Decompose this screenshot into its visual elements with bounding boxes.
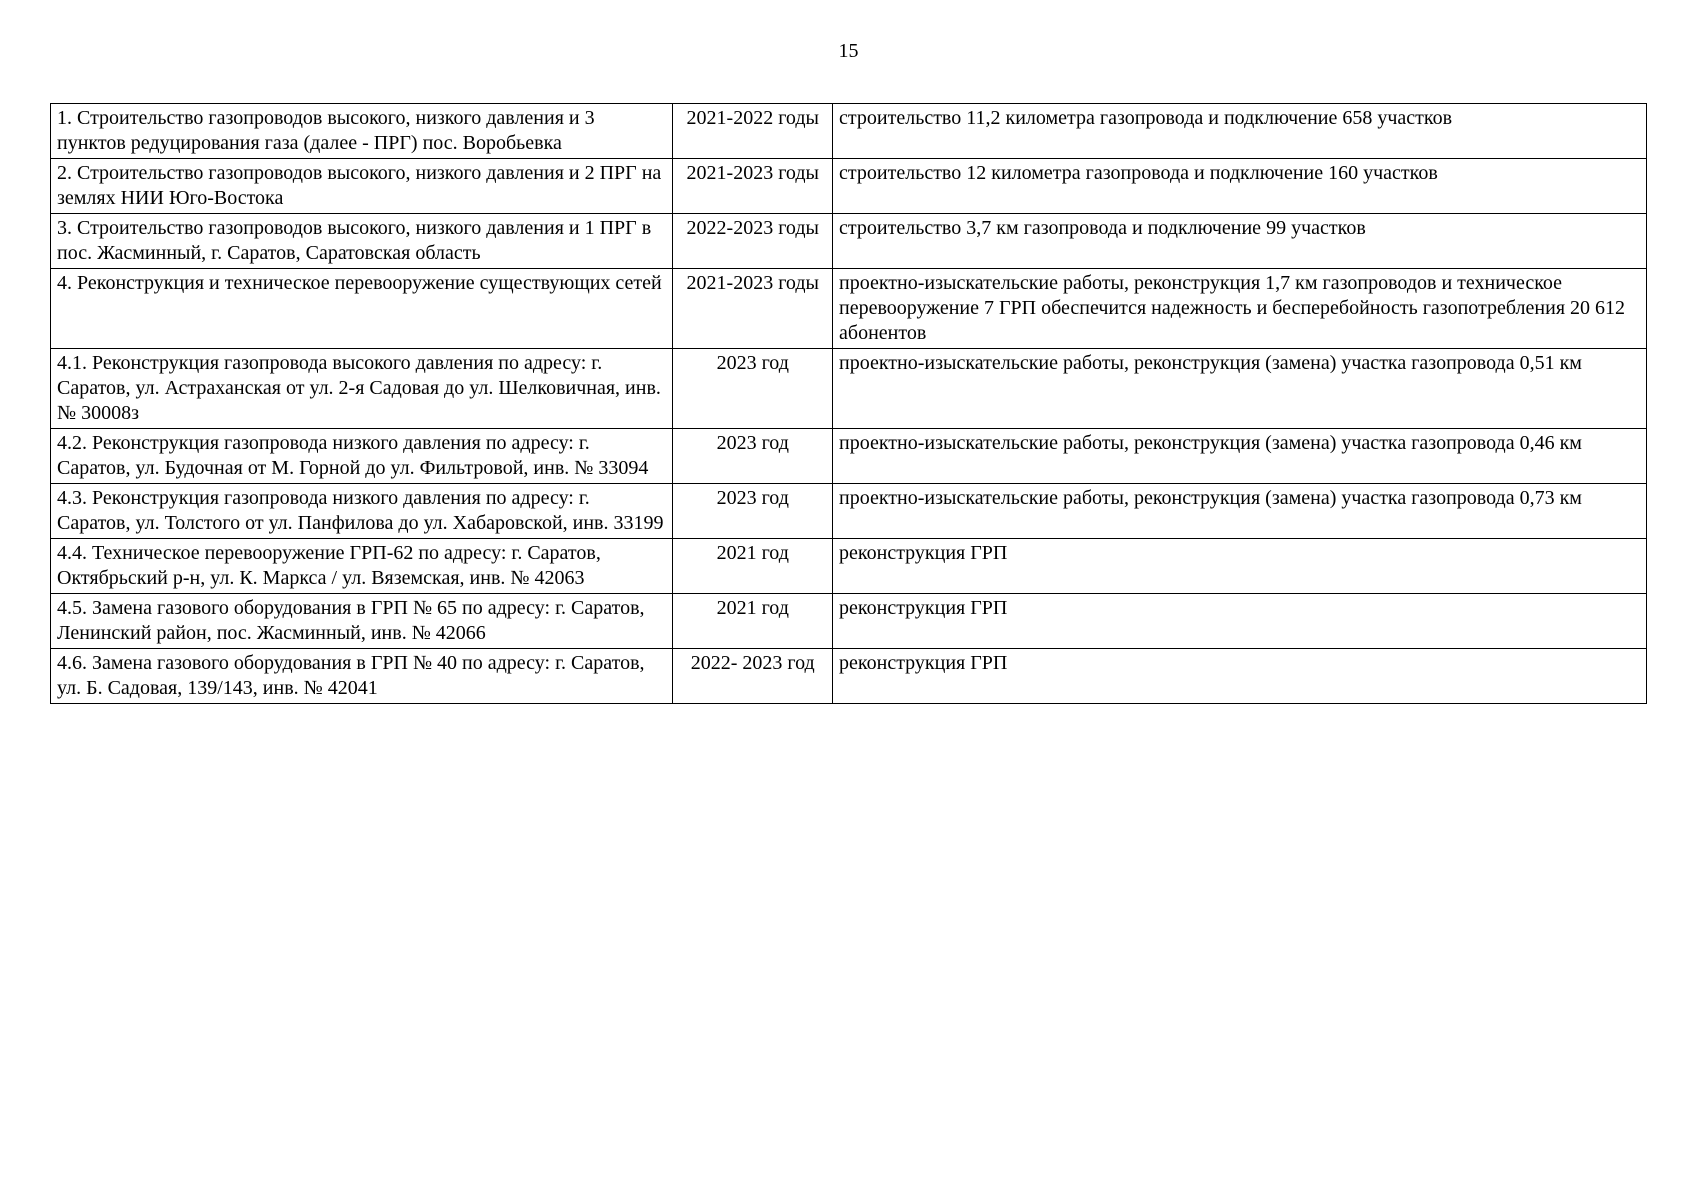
table-row: 2. Строительство газопроводов высокого, … <box>51 159 1647 214</box>
table-row: 4. Реконструкция и техническое перевоору… <box>51 269 1647 349</box>
page-number: 15 <box>50 40 1647 63</box>
cell-desc: строительство 11,2 километра газопровода… <box>833 104 1647 159</box>
table-row: 1. Строительство газопроводов высокого, … <box>51 104 1647 159</box>
cell-desc: реконструкция ГРП <box>833 594 1647 649</box>
cell-period: 2022-2023 годы <box>673 214 833 269</box>
cell-period: 2021-2023 годы <box>673 159 833 214</box>
cell-name: 3. Строительство газопроводов высокого, … <box>51 214 673 269</box>
cell-name: 4.5. Замена газового оборудования в ГРП … <box>51 594 673 649</box>
cell-name: 4.6. Замена газового оборудования в ГРП … <box>51 649 673 704</box>
table-row: 4.6. Замена газового оборудования в ГРП … <box>51 649 1647 704</box>
cell-desc: реконструкция ГРП <box>833 649 1647 704</box>
cell-period: 2021 год <box>673 594 833 649</box>
cell-name: 4.1. Реконструкция газопровода высокого … <box>51 349 673 429</box>
cell-desc: проектно-изыскательские работы, реконстр… <box>833 269 1647 349</box>
table-row: 4.3. Реконструкция газопровода низкого д… <box>51 484 1647 539</box>
cell-name: 4. Реконструкция и техническое перевоору… <box>51 269 673 349</box>
cell-desc: строительство 3,7 км газопровода и подкл… <box>833 214 1647 269</box>
cell-name: 4.4. Техническое перевооружение ГРП-62 п… <box>51 539 673 594</box>
table-row: 4.4. Техническое перевооружение ГРП-62 п… <box>51 539 1647 594</box>
cell-period: 2021-2022 годы <box>673 104 833 159</box>
cell-desc: реконструкция ГРП <box>833 539 1647 594</box>
cell-desc: строительство 12 километра газопровода и… <box>833 159 1647 214</box>
cell-name: 2. Строительство газопроводов высокого, … <box>51 159 673 214</box>
table-row: 4.1. Реконструкция газопровода высокого … <box>51 349 1647 429</box>
cell-period: 2022- 2023 год <box>673 649 833 704</box>
cell-period: 2023 год <box>673 349 833 429</box>
table-row: 4.5. Замена газового оборудования в ГРП … <box>51 594 1647 649</box>
data-table: 1. Строительство газопроводов высокого, … <box>50 103 1647 704</box>
cell-name: 1. Строительство газопроводов высокого, … <box>51 104 673 159</box>
cell-desc: проектно-изыскательские работы, реконстр… <box>833 484 1647 539</box>
cell-period: 2023 год <box>673 429 833 484</box>
cell-period: 2021-2023 годы <box>673 269 833 349</box>
cell-period: 2021 год <box>673 539 833 594</box>
cell-name: 4.2. Реконструкция газопровода низкого д… <box>51 429 673 484</box>
cell-desc: проектно-изыскательские работы, реконстр… <box>833 429 1647 484</box>
table-row: 3. Строительство газопроводов высокого, … <box>51 214 1647 269</box>
cell-name: 4.3. Реконструкция газопровода низкого д… <box>51 484 673 539</box>
cell-period: 2023 год <box>673 484 833 539</box>
table-row: 4.2. Реконструкция газопровода низкого д… <box>51 429 1647 484</box>
cell-desc: проектно-изыскательские работы, реконстр… <box>833 349 1647 429</box>
